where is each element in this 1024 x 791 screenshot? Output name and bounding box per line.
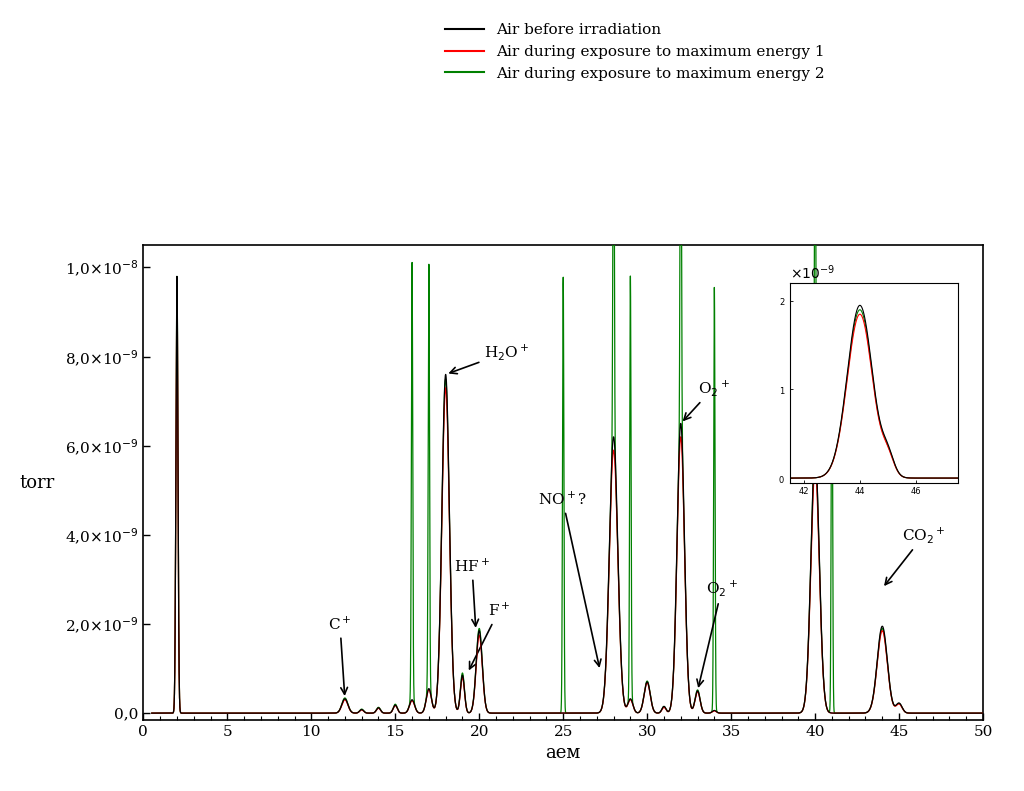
Text: HF$^+$: HF$^+$ — [454, 558, 489, 626]
Text: NO$^+$?: NO$^+$? — [538, 490, 601, 666]
Text: C$^+$: C$^+$ — [328, 615, 352, 694]
Legend: Air before irradiation, Air during exposure to maximum energy 1, Air during expo: Air before irradiation, Air during expos… — [445, 24, 824, 81]
Y-axis label: torr: torr — [19, 474, 55, 491]
Text: F$^+$: F$^+$ — [470, 602, 510, 669]
Text: O$_2$$^+$: O$_2$$^+$ — [697, 578, 738, 687]
Text: CO$_2$$^+$: CO$_2$$^+$ — [885, 333, 946, 406]
Text: H$_2$O$^+$: H$_2$O$^+$ — [450, 343, 529, 373]
Text: O$_2$$^+$: O$_2$$^+$ — [684, 378, 729, 420]
X-axis label: аем: аем — [546, 744, 581, 763]
Text: CO$_2$$^+$: CO$_2$$^+$ — [885, 525, 946, 585]
